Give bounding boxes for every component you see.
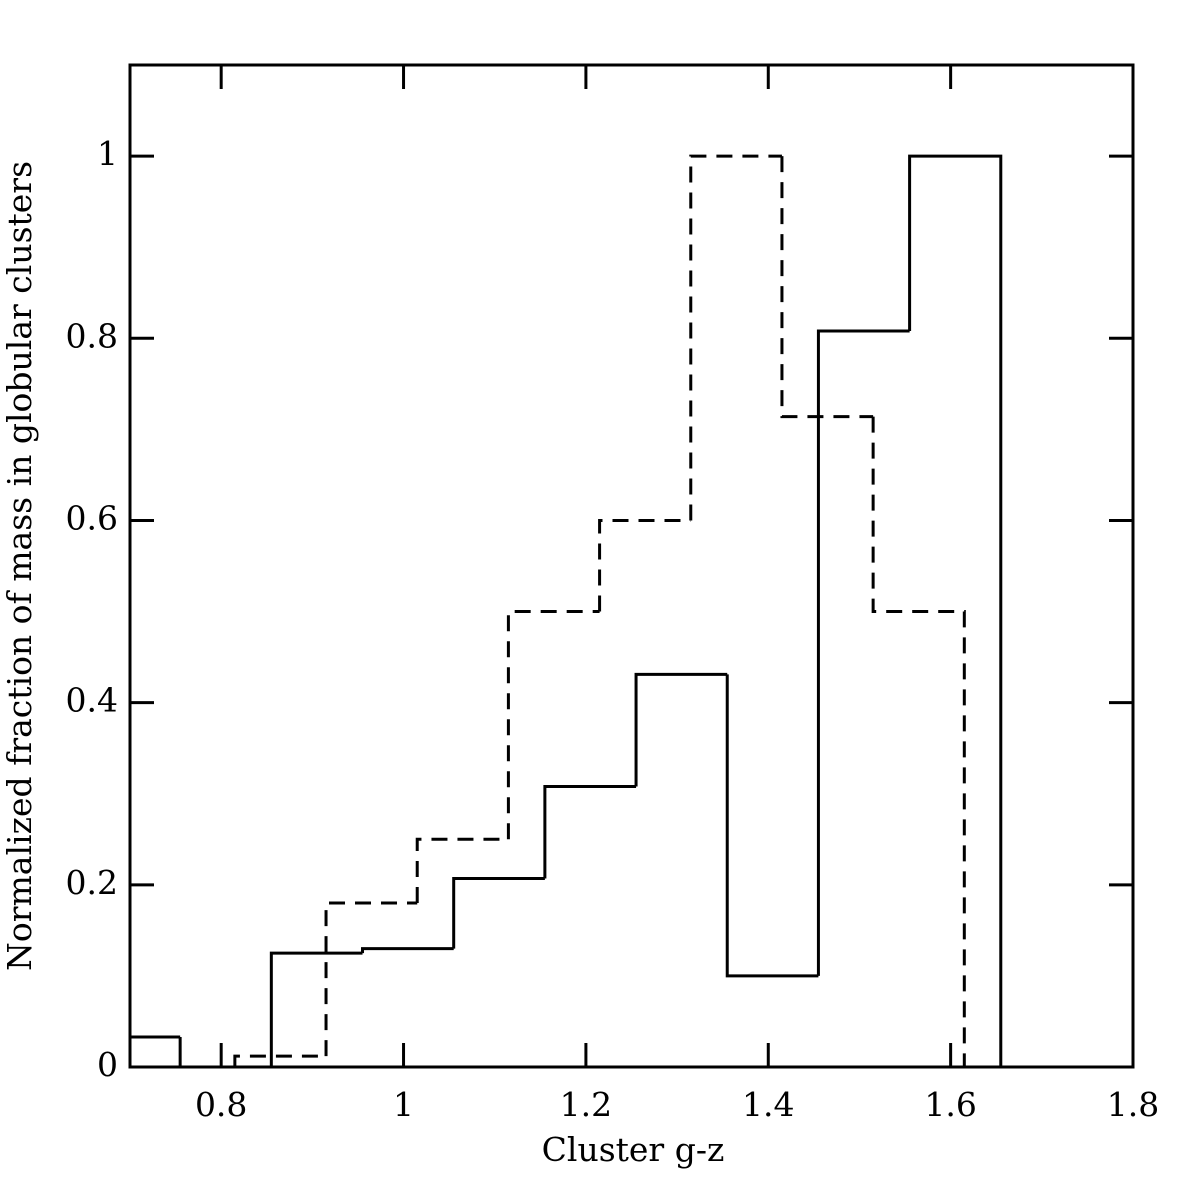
- plot-frame: [128, 63, 1135, 1069]
- histogram-bin: [415, 837, 509, 904]
- histogram-bin: [543, 784, 637, 879]
- histogram-bin: [506, 610, 600, 840]
- histogram-bin: [816, 329, 910, 976]
- histogram-bin: [233, 1054, 327, 1067]
- y-tick-label: 0.8: [66, 316, 118, 355]
- x-tick-label: 1.2: [560, 1085, 612, 1124]
- y-tick-label: 0.4: [66, 681, 118, 720]
- y-tick-label: 0.6: [66, 498, 118, 537]
- plot-area: [130, 154, 1003, 1067]
- x-tick-label: 0.8: [195, 1085, 247, 1124]
- x-tick-label: 1.6: [924, 1085, 976, 1124]
- histogram-bin: [871, 416, 966, 1067]
- x-axis-label: Cluster g-z: [542, 1130, 725, 1169]
- y-tick-label: 0: [97, 1045, 118, 1084]
- x-tick-label: 1: [393, 1085, 414, 1124]
- histogram-bin: [178, 1036, 272, 1067]
- histogram-bin: [452, 876, 545, 949]
- histogram-bin: [780, 156, 874, 419]
- histogram-bin: [634, 672, 728, 787]
- y-tick-label: 0.2: [66, 863, 118, 902]
- x-tick-label: 1.4: [742, 1085, 794, 1124]
- histogram-bin: [130, 1035, 181, 1039]
- histogram-bin: [269, 951, 363, 1067]
- y-axis-label: Normalized fraction of mass in globular …: [0, 161, 39, 971]
- histogram-bin: [908, 154, 1003, 1067]
- histogram-bin: [324, 901, 418, 1057]
- y-tick-label: 1: [97, 134, 118, 173]
- x-tick-label: 1.8: [1107, 1085, 1159, 1124]
- histogram-bin: [725, 674, 819, 978]
- histogram-bin: [361, 947, 454, 954]
- histogram-bin: [598, 518, 691, 612]
- histogram-bin: [689, 154, 782, 521]
